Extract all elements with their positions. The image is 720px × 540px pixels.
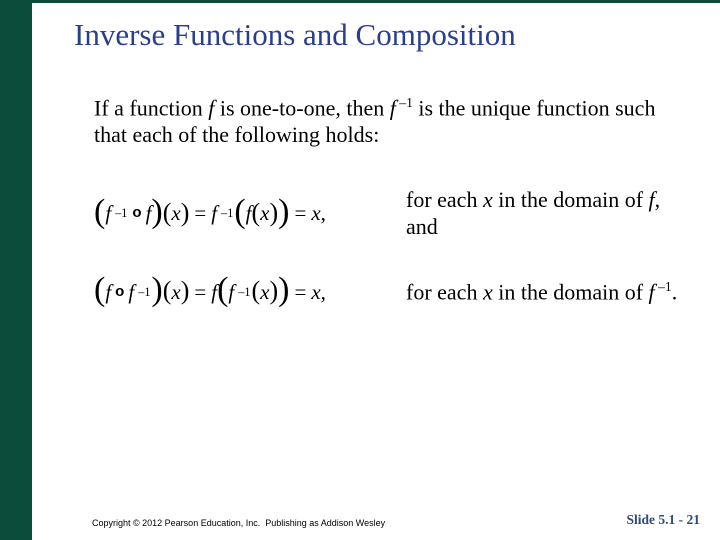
eqn-x: x [171,201,180,226]
desc-text: for each [406,279,483,304]
equation: ( f o f –1 ) (x) = f ( f –1 (x) ) = x, [94,280,406,305]
intro-text: is one-to-one, then [214,95,389,120]
eqn-f: f [105,201,111,226]
eqn-f: f [211,201,217,226]
intro-text: If a function [94,95,208,120]
page-title: Inverse Functions and Composition [32,3,720,53]
eqn-rhs: x [311,280,320,305]
intro-sup: –1 [396,95,413,110]
desc-text: in the domain of [493,187,649,212]
desc-text: . [672,279,678,304]
eqn-f: f [105,280,111,305]
desc-text: for each [406,187,483,212]
slide-footer: Copyright © 2012 Pearson Education, Inc.… [32,512,720,528]
eqn-f: f [228,280,234,305]
eqn-x: x [260,201,269,226]
equation-description: for each x in the domain of f, and [406,187,680,241]
equation: ( f –1 o f ) (x) = f –1 ( f (x) ) = x, [94,201,406,226]
equals-icon: = [194,201,206,226]
eqn-x: x [171,280,180,305]
eqn-sup: –1 [135,285,150,300]
desc-x: x [483,187,493,212]
intro-paragraph: If a function f is one-to-one, then f –1… [94,95,680,149]
desc-x: x [483,279,493,304]
compose-icon: o [132,204,141,221]
eqn-x: x [260,280,269,305]
left-accent-bar [0,0,32,540]
equation-row: ( f o f –1 ) (x) = f ( f –1 (x) ) = x, f… [94,279,680,306]
slide-body: If a function f is one-to-one, then f –1… [32,95,720,306]
eqn-sup: –1 [112,206,127,221]
eqn-f: f [128,280,134,305]
eqn-sup: –1 [235,285,250,300]
equals-icon: = [194,280,206,305]
compose-icon: o [115,283,124,300]
eqn-sup: –1 [218,206,233,221]
desc-text: in the domain of [493,279,649,304]
equals-icon: = [294,280,306,305]
desc-sup: –1 [655,279,672,294]
equation-description: for each x in the domain of f –1. [406,279,680,306]
slide-number: Slide 5.1 - 21 [626,512,700,528]
copyright-text: Copyright © 2012 Pearson Education, Inc.… [92,518,385,528]
slide-content: Inverse Functions and Composition If a f… [32,3,720,540]
eqn-rhs: x [311,201,320,226]
equals-icon: = [294,201,306,226]
equation-row: ( f –1 o f ) (x) = f –1 ( f (x) ) = x, f… [94,187,680,241]
